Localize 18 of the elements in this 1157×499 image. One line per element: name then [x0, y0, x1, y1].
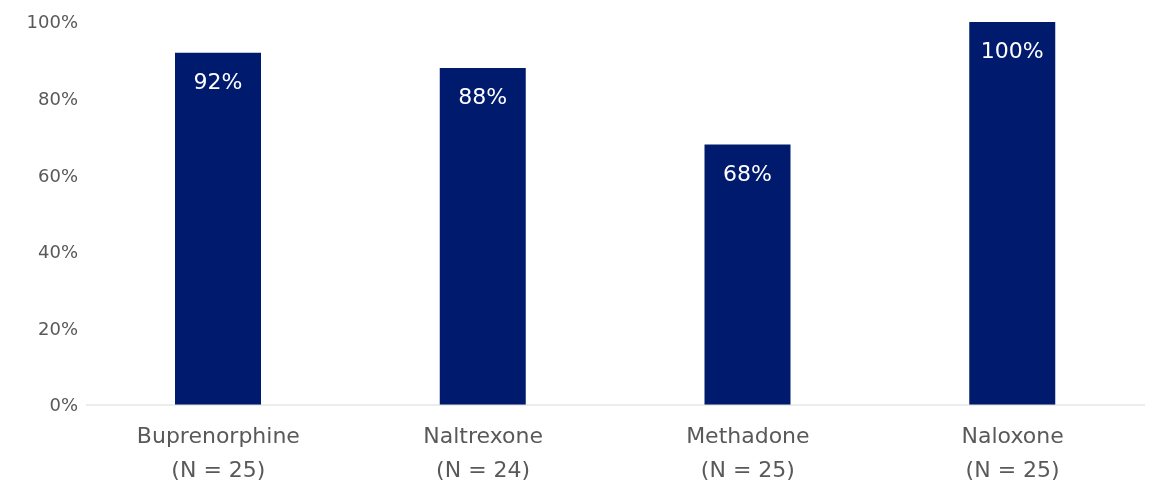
y-tick-label: 40% [37, 241, 78, 263]
bar [704, 144, 791, 405]
y-tick-label: 20% [37, 317, 78, 339]
bar [969, 22, 1056, 405]
x-tick-label: Methadone (N = 25) [686, 423, 810, 482]
data-label: 88% [458, 83, 508, 109]
x-tick-label: Naloxone (N = 25) [961, 423, 1064, 482]
y-tick-label: 60% [37, 164, 78, 186]
y-tick-label: 80% [37, 87, 78, 109]
x-tick-label: Buprenorphine (N = 25) [136, 423, 300, 482]
data-label: 92% [193, 68, 243, 94]
y-tick-label: 0% [49, 394, 78, 416]
bar [439, 67, 526, 405]
data-label: 100% [980, 38, 1044, 63]
y-tick-label: 100% [26, 11, 78, 33]
data-label: 68% [723, 160, 772, 186]
bar [175, 52, 261, 405]
x-tick-label: Naltrexone (N = 24) [423, 423, 543, 482]
